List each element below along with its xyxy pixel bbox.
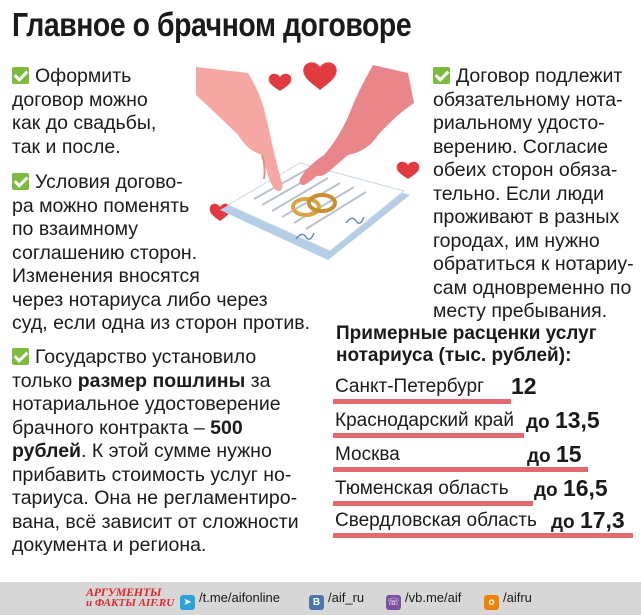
checkmark-icon	[12, 67, 29, 84]
fact-block-2: Условия догово- ра можно поменять по вза…	[12, 171, 311, 334]
region-name: Москва	[335, 444, 400, 465]
region-name: Свердловская область	[335, 510, 537, 531]
footer: АРГУМЕНТЫ и ФАКТЫ AIF.RU ➤/t.me/aifonlin…	[0, 582, 641, 615]
price-row: Москва до 15	[333, 441, 588, 472]
heart-icon	[303, 62, 337, 90]
ring-icon	[291, 197, 321, 217]
viber-link[interactable]: ☏/vb.me/aif	[386, 590, 462, 610]
price-row: Санкт-Петербург 12	[333, 373, 537, 404]
price-value: до 15	[527, 441, 582, 467]
aif-logo[interactable]: АРГУМЕНТЫ и ФАКТЫ AIF.RU	[86, 585, 175, 609]
prices-heading: Примерные расценки услуг нотариуса (тыс.…	[336, 323, 597, 366]
price-value: до 17,3	[551, 507, 625, 533]
contract-illustration	[196, 62, 420, 260]
price-bar	[333, 467, 588, 472]
price-row: Краснодарский край до 13,5	[333, 407, 608, 438]
price-value: 12	[511, 373, 537, 399]
vk-link[interactable]: В/aif_ru	[309, 590, 364, 610]
ring-icon	[307, 193, 337, 213]
checkmark-icon	[433, 67, 450, 84]
vk-icon: В	[309, 595, 324, 610]
price-value: до 16,5	[534, 475, 608, 501]
telegram-link[interactable]: ➤/t.me/aifonline	[180, 590, 280, 610]
region-name: Санкт-Петербург	[335, 376, 485, 397]
price-bar	[333, 399, 511, 404]
price-bar	[333, 433, 524, 438]
region-name: Краснодарский край	[335, 410, 514, 431]
heart-icon	[268, 73, 292, 91]
fact-block-4: Договор подлежит обязательному нота- риа…	[433, 65, 634, 322]
ok-icon: o	[484, 595, 499, 610]
checkmark-icon	[12, 348, 29, 365]
viber-icon: ☏	[386, 595, 401, 610]
fact-block-3: Государство установило только размер пош…	[12, 346, 299, 556]
price-bar	[333, 533, 633, 538]
page-title: Главное о брачном договоре	[12, 6, 412, 43]
price-value: до 13,5	[526, 407, 600, 433]
price-row: Тюменская область до 16,5	[333, 475, 613, 506]
ok-link[interactable]: o/aifru	[484, 590, 532, 610]
telegram-icon: ➤	[180, 595, 195, 610]
region-name: Тюменская область	[335, 478, 509, 499]
fact-block-1: Оформить договор можно как до свадьбы, т…	[12, 65, 157, 158]
heart-icon	[396, 161, 420, 179]
price-bar	[333, 501, 533, 506]
price-row: Свердловская область до 17,3	[333, 507, 633, 538]
checkmark-icon	[12, 173, 29, 190]
